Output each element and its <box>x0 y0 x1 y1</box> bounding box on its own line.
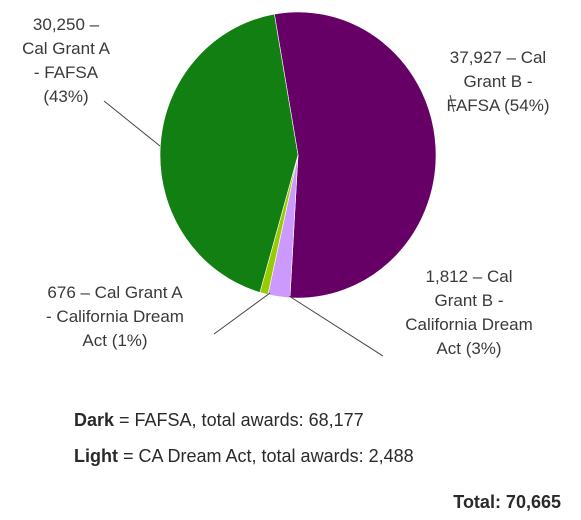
slice-label-line: Grant B - <box>435 291 504 310</box>
leader-line-1 <box>288 295 384 357</box>
leader-line-3 <box>103 100 161 147</box>
slice-label-line: - California Dream <box>46 307 184 326</box>
slice-label-line: Grant B - <box>464 72 533 91</box>
slice-label-line: Act (3%) <box>436 339 501 358</box>
slice-label-2: 676 – Cal Grant A - California Dream Act (… <box>46 283 184 350</box>
slice-label-line: (43%) <box>43 87 88 106</box>
slice-label-line: Act (1%) <box>82 331 147 350</box>
slice-label-line: FAFSA (54%) <box>447 96 550 115</box>
pie-chart: 37,927 – Cal Grant B - FAFSA (54%) 1,812 – … <box>22 11 550 358</box>
pie-slice-3 <box>159 13 299 293</box>
leader-line-2 <box>213 292 271 335</box>
legend-light-word: Light <box>74 446 118 466</box>
slice-label-line: 37,927 – Cal <box>450 48 546 67</box>
slice-label-line: 1,812 – Cal <box>426 267 513 286</box>
total-awards: Total: 70,665 <box>453 492 561 512</box>
slice-label-line: 30,250 – <box>33 15 100 34</box>
slice-label-1: 1,812 – Cal Grant B - California Dream Act … <box>405 267 533 358</box>
legend-light-text: = CA Dream Act, total awards: 2,488 <box>117 446 414 466</box>
legend-dark: Dark = FAFSA, total awards: 68,177 <box>74 410 364 431</box>
legend-dark-word: Dark <box>74 410 115 430</box>
slice-label-line: Cal Grant A <box>22 39 111 58</box>
slice-label-line: 676 – Cal Grant A <box>47 283 183 302</box>
slice-label-line: California Dream <box>405 315 533 334</box>
slice-label-0: 37,927 – Cal Grant B - FAFSA (54%) <box>447 48 550 115</box>
pie-slice-0 <box>274 11 437 299</box>
leader-line-0 <box>449 94 455 113</box>
legend-light: Light = CA Dream Act, total awards: 2,48… <box>74 446 414 467</box>
slice-label-3: 30,250 – Cal Grant A - FAFSA (43%) <box>22 15 111 106</box>
slice-label-line: - FAFSA <box>34 63 99 82</box>
legend-dark-text: = FAFSA, total awards: 68,177 <box>114 410 364 430</box>
